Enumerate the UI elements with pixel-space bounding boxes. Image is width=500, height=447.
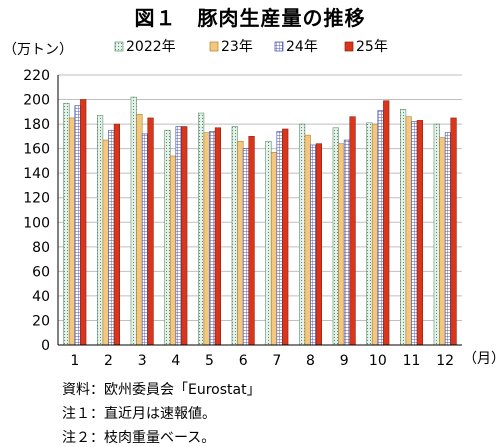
bar-1-11 <box>399 109 407 346</box>
bars <box>63 96 457 346</box>
bar-1-9 <box>332 127 339 346</box>
bar-3-4 <box>175 126 182 346</box>
bar-2-3 <box>136 113 143 346</box>
legend-label: 24年 <box>286 39 318 55</box>
bar-4-11 <box>416 120 424 346</box>
y-tick-label: 220 <box>23 68 50 84</box>
bar-2-5 <box>203 132 210 346</box>
legend: 2022年 23年 24年 25年 <box>114 39 388 55</box>
bar-4-12 <box>450 117 457 346</box>
bar-3-8 <box>310 144 317 346</box>
bar-1-5 <box>198 112 205 346</box>
y-tick-label: 60 <box>32 264 50 280</box>
x-tick-label: 9 <box>340 353 349 369</box>
y-tick-label: 140 <box>23 166 50 182</box>
legend-label: 25年 <box>356 39 388 55</box>
x-tick-label: 6 <box>239 353 248 369</box>
bar-3-2 <box>108 129 115 346</box>
bar-1-7 <box>265 140 272 346</box>
bar-3-3 <box>141 133 149 346</box>
y-tick-label: 200 <box>23 93 50 109</box>
bar-4-4 <box>181 126 188 346</box>
y-tick-label: 160 <box>23 142 50 158</box>
bar-4-6 <box>248 136 255 346</box>
bar-2-11 <box>405 116 412 346</box>
x-tick-label: 4 <box>171 353 180 369</box>
bar-4-3 <box>147 117 154 346</box>
source-note: 資料：欧州委員会「Eurostat」 <box>62 382 261 398</box>
bar-4-5 <box>214 127 222 346</box>
bar-1-10 <box>366 122 373 346</box>
legend-swatch <box>209 41 219 52</box>
bar-3-9 <box>343 139 351 346</box>
bar-3-6 <box>242 148 250 346</box>
legend-swatch <box>114 41 124 52</box>
bar-1-1 <box>63 102 70 346</box>
bar-1-4 <box>164 129 171 346</box>
x-tick-label: 11 <box>403 353 421 369</box>
bar-1-2 <box>97 115 104 346</box>
y-tick-label: 100 <box>23 215 50 231</box>
bar-3-11 <box>411 121 418 346</box>
x-tick-label: 1 <box>70 353 79 369</box>
bar-1-8 <box>298 123 306 346</box>
legend-swatch <box>344 41 354 52</box>
bar-3-12 <box>444 132 452 346</box>
x-tick-label: 10 <box>369 353 387 369</box>
bar-1-6 <box>231 126 238 346</box>
y-tick-label: 120 <box>23 191 50 207</box>
x-tick-label: 5 <box>205 353 214 369</box>
bar-2-6 <box>237 140 244 346</box>
bar-2-12 <box>439 137 446 346</box>
bar-4-8 <box>315 143 323 346</box>
bar-1-12 <box>433 123 440 346</box>
x-tick-label: 8 <box>306 353 315 369</box>
bar-4-7 <box>282 128 289 346</box>
bar-2-7 <box>270 152 278 346</box>
bar-4-1 <box>80 99 87 346</box>
x-tick-label: 12 <box>436 353 454 369</box>
note-1: 注１：直近月は速報値。 <box>62 406 216 422</box>
x-tick-label: 7 <box>272 353 281 369</box>
chart-title: 図１ 豚肉生産量の推移 <box>134 6 366 30</box>
axes <box>57 75 462 346</box>
bar-4-2 <box>113 123 120 346</box>
legend-label: 23年 <box>221 39 253 55</box>
note-2: 注２：枝肉重量ベース。 <box>62 430 216 446</box>
bar-3-5 <box>209 131 216 346</box>
bar-2-10 <box>371 123 379 346</box>
x-tick-label: 3 <box>138 353 147 369</box>
bar-2-2 <box>102 139 109 346</box>
bar-2-9 <box>338 143 345 346</box>
y-tick-label: 20 <box>32 313 50 329</box>
bar-3-1 <box>74 105 81 346</box>
y-tick-label: 40 <box>32 289 50 305</box>
legend-swatch <box>274 41 284 52</box>
y-tick-label: 180 <box>23 117 50 133</box>
bar-4-9 <box>349 116 356 346</box>
bar-3-7 <box>276 131 283 346</box>
y-tick-label: 0 <box>41 338 50 354</box>
y-axis-label: （万トン） <box>3 42 73 58</box>
x-tick-label: 2 <box>104 353 113 369</box>
y-tick-label: 80 <box>32 240 50 256</box>
bar-2-8 <box>304 134 311 346</box>
bar-3-10 <box>377 110 384 346</box>
bar-1-3 <box>130 96 137 346</box>
bar-2-1 <box>68 117 76 346</box>
bar-2-4 <box>169 155 177 346</box>
x-axis-label: （月） <box>463 351 500 367</box>
legend-label: 2022年 <box>126 39 176 55</box>
bar-4-10 <box>383 100 390 346</box>
gridlines <box>58 74 462 321</box>
